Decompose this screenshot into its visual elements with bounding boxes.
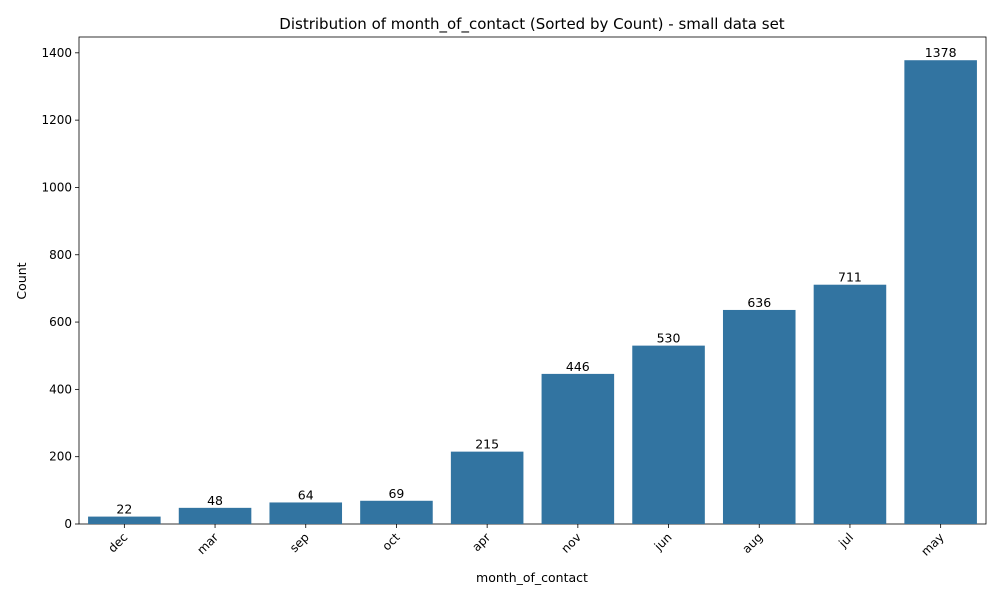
bar-value-label-nov: 446 bbox=[566, 359, 590, 374]
x-tick-label-jun: jun bbox=[651, 530, 675, 554]
y-tick-label-1200: 1200 bbox=[41, 113, 72, 127]
bar-value-label-oct: 69 bbox=[388, 486, 404, 501]
x-tick-label-oct: oct bbox=[379, 530, 402, 553]
y-tick-label-1400: 1400 bbox=[41, 46, 72, 60]
x-tick-label-mar: mar bbox=[194, 530, 221, 557]
bar-labels-group: 22 48 64 69 215 446 530 636 711 1378 bbox=[116, 45, 956, 516]
x-axis-label: month_of_contact bbox=[476, 570, 588, 585]
bars-group bbox=[88, 60, 977, 524]
plot-area bbox=[78, 36, 987, 525]
y-tick-label-0: 0 bbox=[64, 517, 72, 531]
bar-jul bbox=[813, 284, 887, 524]
y-axis-label: Count bbox=[14, 262, 29, 299]
bar-value-label-dec: 22 bbox=[116, 502, 132, 517]
bar-value-label-jul: 711 bbox=[838, 270, 862, 285]
y-tick-label-600: 600 bbox=[49, 315, 72, 329]
x-tick-label-may: may bbox=[918, 530, 946, 558]
x-tick-label-dec: dec bbox=[105, 530, 130, 555]
x-tick-label-sep: sep bbox=[287, 530, 312, 555]
bar-value-label-jun: 530 bbox=[657, 331, 681, 346]
bar-dec bbox=[88, 516, 161, 524]
y-tick-label-1000: 1000 bbox=[41, 180, 72, 194]
bar-jun bbox=[632, 345, 705, 524]
x-tick-label-nov: nov bbox=[558, 530, 584, 556]
x-tick-label-apr: apr bbox=[469, 530, 493, 554]
x-axis: dec mar sep oct apr nov jun aug jul may bbox=[105, 524, 947, 559]
bar-value-label-sep: 64 bbox=[298, 487, 314, 502]
bar-oct bbox=[360, 500, 433, 524]
y-axis: 0 200 400 600 800 1000 1200 1400 bbox=[41, 46, 79, 531]
y-tick-label-800: 800 bbox=[49, 248, 72, 262]
x-tick-label-jul: jul bbox=[835, 530, 856, 551]
bar-apr bbox=[450, 451, 524, 524]
bar-sep bbox=[269, 502, 343, 524]
bar-aug bbox=[722, 309, 796, 524]
x-tick-label-aug: aug bbox=[740, 530, 766, 556]
chart-title: Distribution of month_of_contact (Sorted… bbox=[279, 15, 784, 34]
bar-nov bbox=[541, 373, 615, 524]
y-tick-label-200: 200 bbox=[49, 450, 72, 464]
bar-mar bbox=[178, 507, 252, 524]
bar-value-label-may: 1378 bbox=[925, 45, 957, 60]
bar-value-label-apr: 215 bbox=[475, 437, 499, 452]
bar-value-label-aug: 636 bbox=[747, 295, 771, 310]
plot-frame bbox=[78, 36, 987, 525]
bar-may bbox=[904, 60, 977, 524]
y-tick-label-400: 400 bbox=[49, 382, 72, 396]
bar-value-label-mar: 48 bbox=[207, 493, 223, 508]
